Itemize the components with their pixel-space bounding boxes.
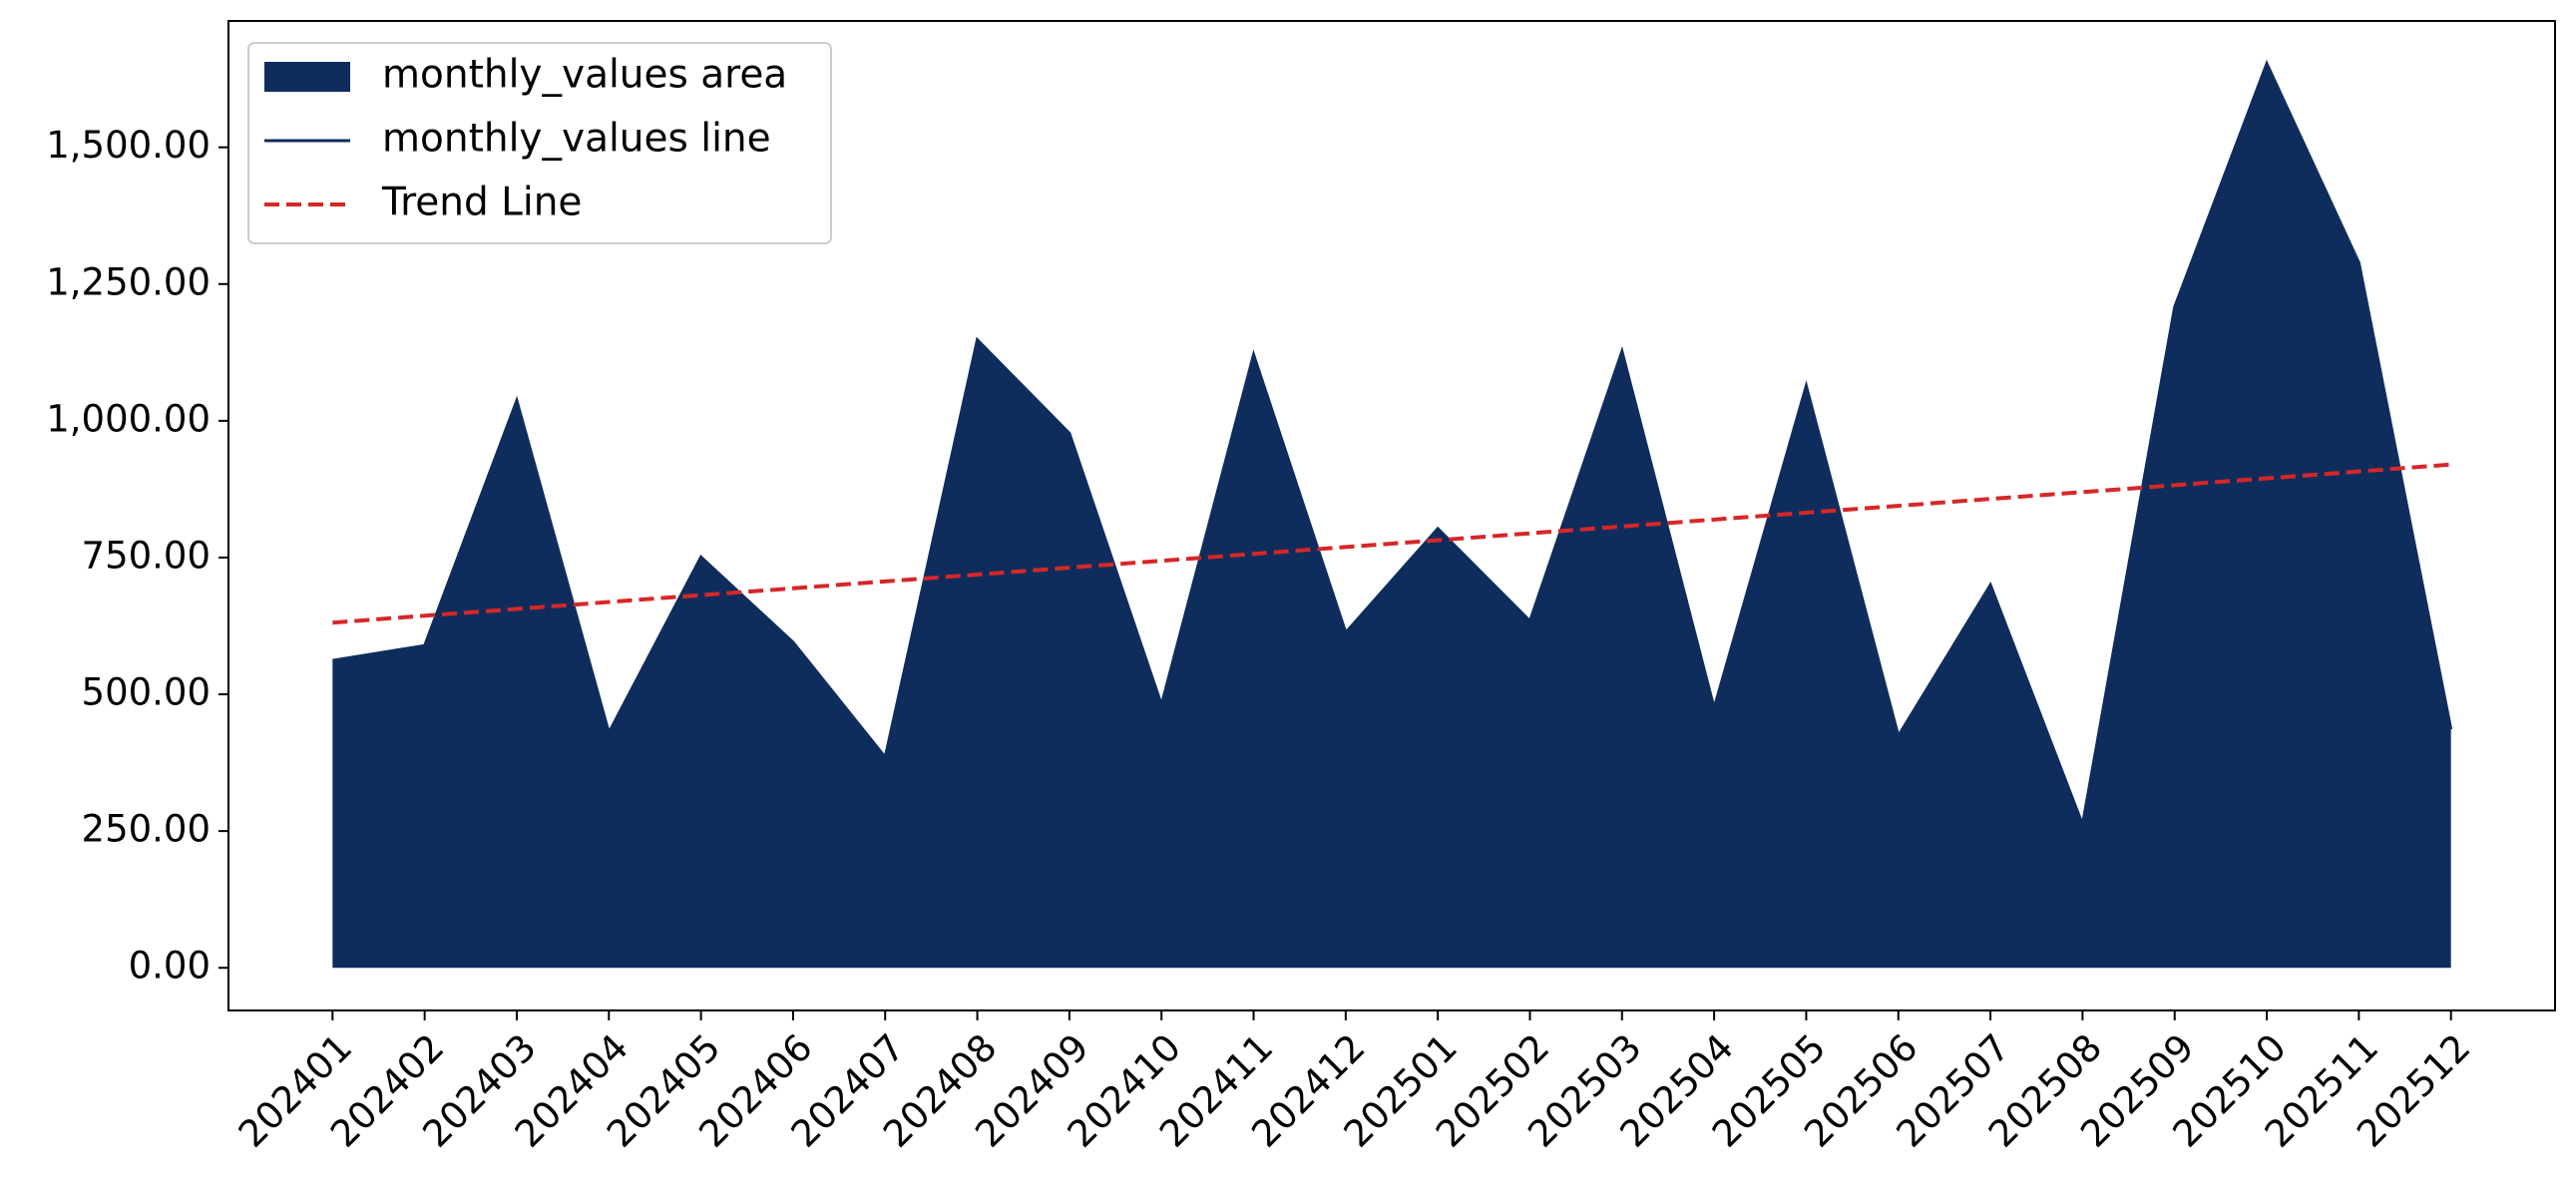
legend-swatch xyxy=(264,62,350,92)
area xyxy=(332,63,2451,969)
legend-label: monthly_values area xyxy=(382,53,787,98)
line xyxy=(332,59,2453,831)
legend-label: Trend Line xyxy=(381,181,582,225)
y-tick-label: 1,500.00 xyxy=(46,124,211,167)
y-tick-label: 1,250.00 xyxy=(46,260,211,303)
trend-line xyxy=(332,462,2451,625)
y-tick-label: 250.00 xyxy=(82,808,211,851)
y-tick-label: 0.00 xyxy=(129,945,211,988)
y-tick-label: 750.00 xyxy=(82,534,211,577)
plot-frame xyxy=(227,20,2556,1011)
legend-label: monthly_values line xyxy=(382,117,771,162)
legend-box xyxy=(247,42,832,244)
y-tick-label: 1,000.00 xyxy=(46,397,211,440)
y-tick-label: 500.00 xyxy=(82,671,211,714)
